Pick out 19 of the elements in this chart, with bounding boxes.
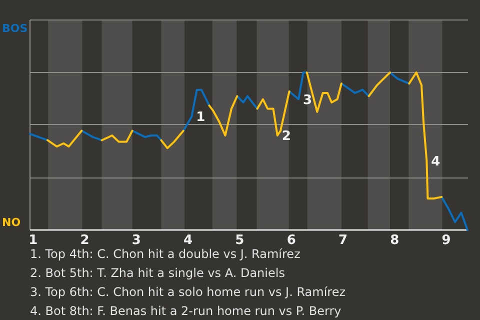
text: 1. Top 4th: C. Chon hit a double vs J. Ramírez xyxy=(30,247,300,261)
x-tick-label: 1 xyxy=(28,233,38,248)
x-tick-label: 9 xyxy=(442,233,451,248)
x-tick-label: 4 xyxy=(184,233,193,248)
x-tick-label: 8 xyxy=(390,233,400,248)
x-tick-label: 5 xyxy=(235,233,244,248)
annotation: 1 xyxy=(196,110,206,126)
x-tick-label: 3 xyxy=(132,233,141,248)
annotation: 2 xyxy=(282,129,291,144)
annotation: 4 xyxy=(431,154,440,170)
x-tick-label: 6 xyxy=(286,233,296,248)
text: BOS xyxy=(2,22,28,35)
text: 4. Bot 8th: F. Benas hit a 2-run home run vs P. Berry xyxy=(30,304,342,318)
text: 3. Top 6th: C. Chon hit a solo home run vs J. Ramírez xyxy=(30,285,346,299)
text: 2. Bot 5th: T. Zha hit a single vs A. Daniels xyxy=(30,266,285,280)
x-tick-label: 7 xyxy=(338,233,348,248)
x-tick-label: 2 xyxy=(80,233,90,248)
annotation: 3 xyxy=(303,92,312,108)
text: NO xyxy=(2,216,21,229)
